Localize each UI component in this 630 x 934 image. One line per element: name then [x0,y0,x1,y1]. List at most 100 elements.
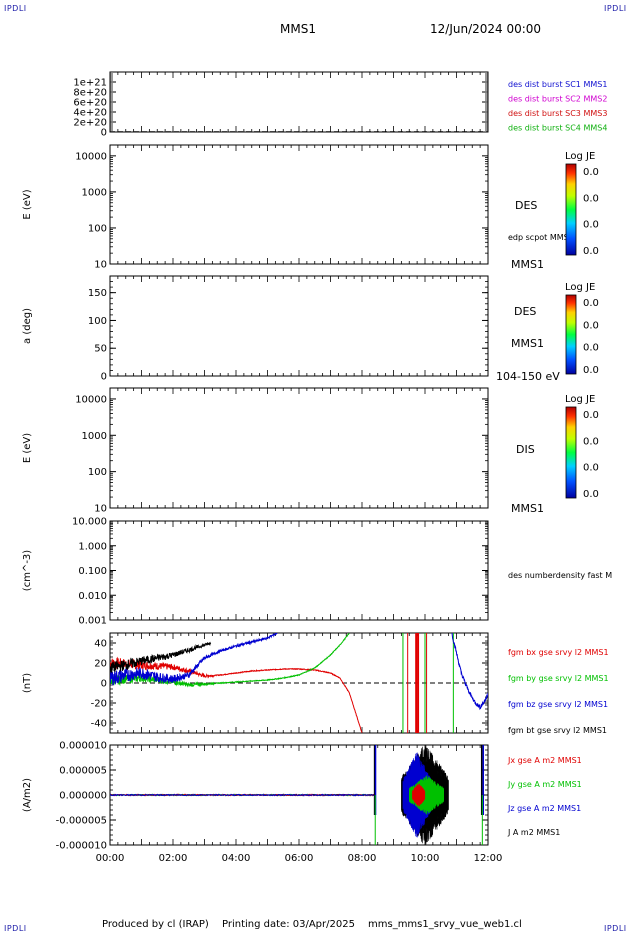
legend-entry: des dist burst SC3 MMS3 [508,109,607,118]
spacecraft-title: MMS1 [280,22,316,36]
x-tick-label: 08:00 [348,853,377,864]
y-tick-label: 100 [88,316,107,327]
y-axis-label: E (eV) [22,189,33,219]
y-tick-label: 40 [94,639,107,650]
panel-5: 0.001 0.010 0.100 1.000 10.000 (cm^-3) [22,517,489,627]
panel-4: 10 100 1000 10000 E (eV) [22,387,489,515]
legend-entry: des dist burst SC2 MMS2 [508,95,607,104]
x-tick-label: 10:00 [411,853,440,864]
y-tick-label: 0.000000 [59,791,107,802]
y-tick-label: 0.010 [78,591,107,602]
colorbar-tick-label: 0.0 [583,436,599,447]
y-axis-label: a (deg) [22,308,33,344]
colorbar-tick-label: 0.0 [583,298,599,309]
colorbar [565,406,577,499]
legend-entry: J A m2 MMS1 [507,828,560,837]
plot-date: 12/Jun/2024 00:00 [430,22,542,36]
top-left-mark: IPDLI [4,4,27,13]
footer-printing-date: Printing date: 03/Apr/2025 [222,919,355,930]
colorbar-tick-label: 0.0 [583,489,599,500]
legend-entry: fgm bt gse srvy l2 MMS1 [508,726,607,735]
y-tick-label: 8e+20 [73,88,107,99]
y-tick-label: 150 [88,288,107,299]
x-tick-label: 00:00 [96,853,125,864]
y-tick-label: 0.000010 [59,741,107,752]
legend-entry: fgm bz gse srvy l2 MMS1 [508,700,608,709]
top-right-mark: IPDLI [604,4,627,13]
y-tick-label: 10.000 [72,517,107,528]
series-3-line [110,633,278,686]
colorbar-tick-label: 0.0 [583,220,599,231]
y-tick-label: 6e+20 [73,98,107,109]
panel-3: 0 50 100 150 a (deg) [22,275,489,383]
legend-entry: des dist burst SC1 MMS1 [508,80,607,89]
panel-frame [109,520,489,621]
y-axis-label: (cm^-3) [22,550,33,591]
y-tick-label: 100 [88,223,107,234]
colorbar [565,163,577,256]
series-4-line [110,641,212,673]
y-tick-label: -0.000010 [56,841,107,852]
y-tick-label: 1000 [82,187,107,198]
y-tick-label: 1e+21 [73,78,107,89]
panel-side-label: des numberdensity fast M [508,571,612,580]
current-baseline-line [110,793,375,797]
y-tick-label: 0.000005 [59,766,107,777]
series-3-late-line [451,633,488,711]
y-tick-label: 0.100 [78,566,107,577]
panel-side-label: edp scpot MMS1 [508,233,574,242]
y-tick-label: 0 [101,679,107,690]
y-tick-label: 1000 [82,431,107,442]
y-axis-label: E (eV) [22,433,33,463]
y-axis-label: (A/m2) [22,778,33,812]
colorbar-tick-label: 0.0 [583,463,599,474]
x-tick-label: 02:00 [159,853,188,864]
panel-side-label: MMS1 [511,502,544,515]
y-tick-label: 10 [94,504,107,515]
y-tick-label: 0 [101,372,107,383]
legend-entry: Jx gse A m2 MMS1 [507,756,582,765]
panel-side-label: MMS1 [511,337,544,350]
y-tick-label: 0 [101,128,107,139]
bottom-left-mark: IPDLI [4,924,27,933]
legend-entry: des dist burst SC4 MMS4 [508,124,607,133]
legend-entry: Jz gse A m2 MMS1 [507,804,581,813]
colorbar-tick-label: 0.0 [583,167,599,178]
panel-2: 10 100 1000 10000 E (eV) [22,144,489,271]
footer-produced: Produced by cl (IRAP) [102,919,209,930]
y-tick-label: 10000 [75,394,107,405]
colorbar-tick-label: 0.0 [583,343,599,354]
y-tick-label: 10 [94,260,107,271]
panel-side-label: MMS1 [511,258,544,271]
y-axis-label: (nT) [22,673,33,693]
y-tick-label: 2e+20 [73,118,107,129]
colorbar-tick-label: 0.0 [583,365,599,376]
y-tick-label: -0.000005 [56,816,107,827]
colorbar-tick-label: 0.0 [583,410,599,421]
y-tick-label: 50 [94,344,107,355]
bfield-plot-area [110,633,488,733]
x-tick-label: 04:00 [222,853,251,864]
colorbar-title: Log JE [565,151,595,162]
y-tick-label: 4e+20 [73,108,107,119]
panel-side-label: DIS [516,443,535,456]
colorbar-title: Log JE [565,394,595,405]
panel-side-label: 104-150 eV [496,370,560,383]
jx-burst [412,782,426,808]
current-plot-area [110,745,485,845]
x-tick-label: 06:00 [285,853,314,864]
footer-filename: mms_mms1_srvy_vue_web1.cl [368,919,522,930]
x-tick-label: 12:00 [474,853,503,864]
panel-frame [109,144,489,265]
colorbar-tick-label: 0.0 [583,193,599,204]
panel-side-label: DES [515,199,537,212]
colorbar-tick-label: 0.0 [583,320,599,331]
panel-frame [109,71,489,133]
bottom-right-mark: IPDLI [604,924,627,933]
legend-entry: Jy gse A m2 MMS1 [507,780,582,789]
panel-side-label: DES [514,305,536,318]
panel-frame [109,275,489,377]
y-tick-label: 0.001 [78,616,107,627]
